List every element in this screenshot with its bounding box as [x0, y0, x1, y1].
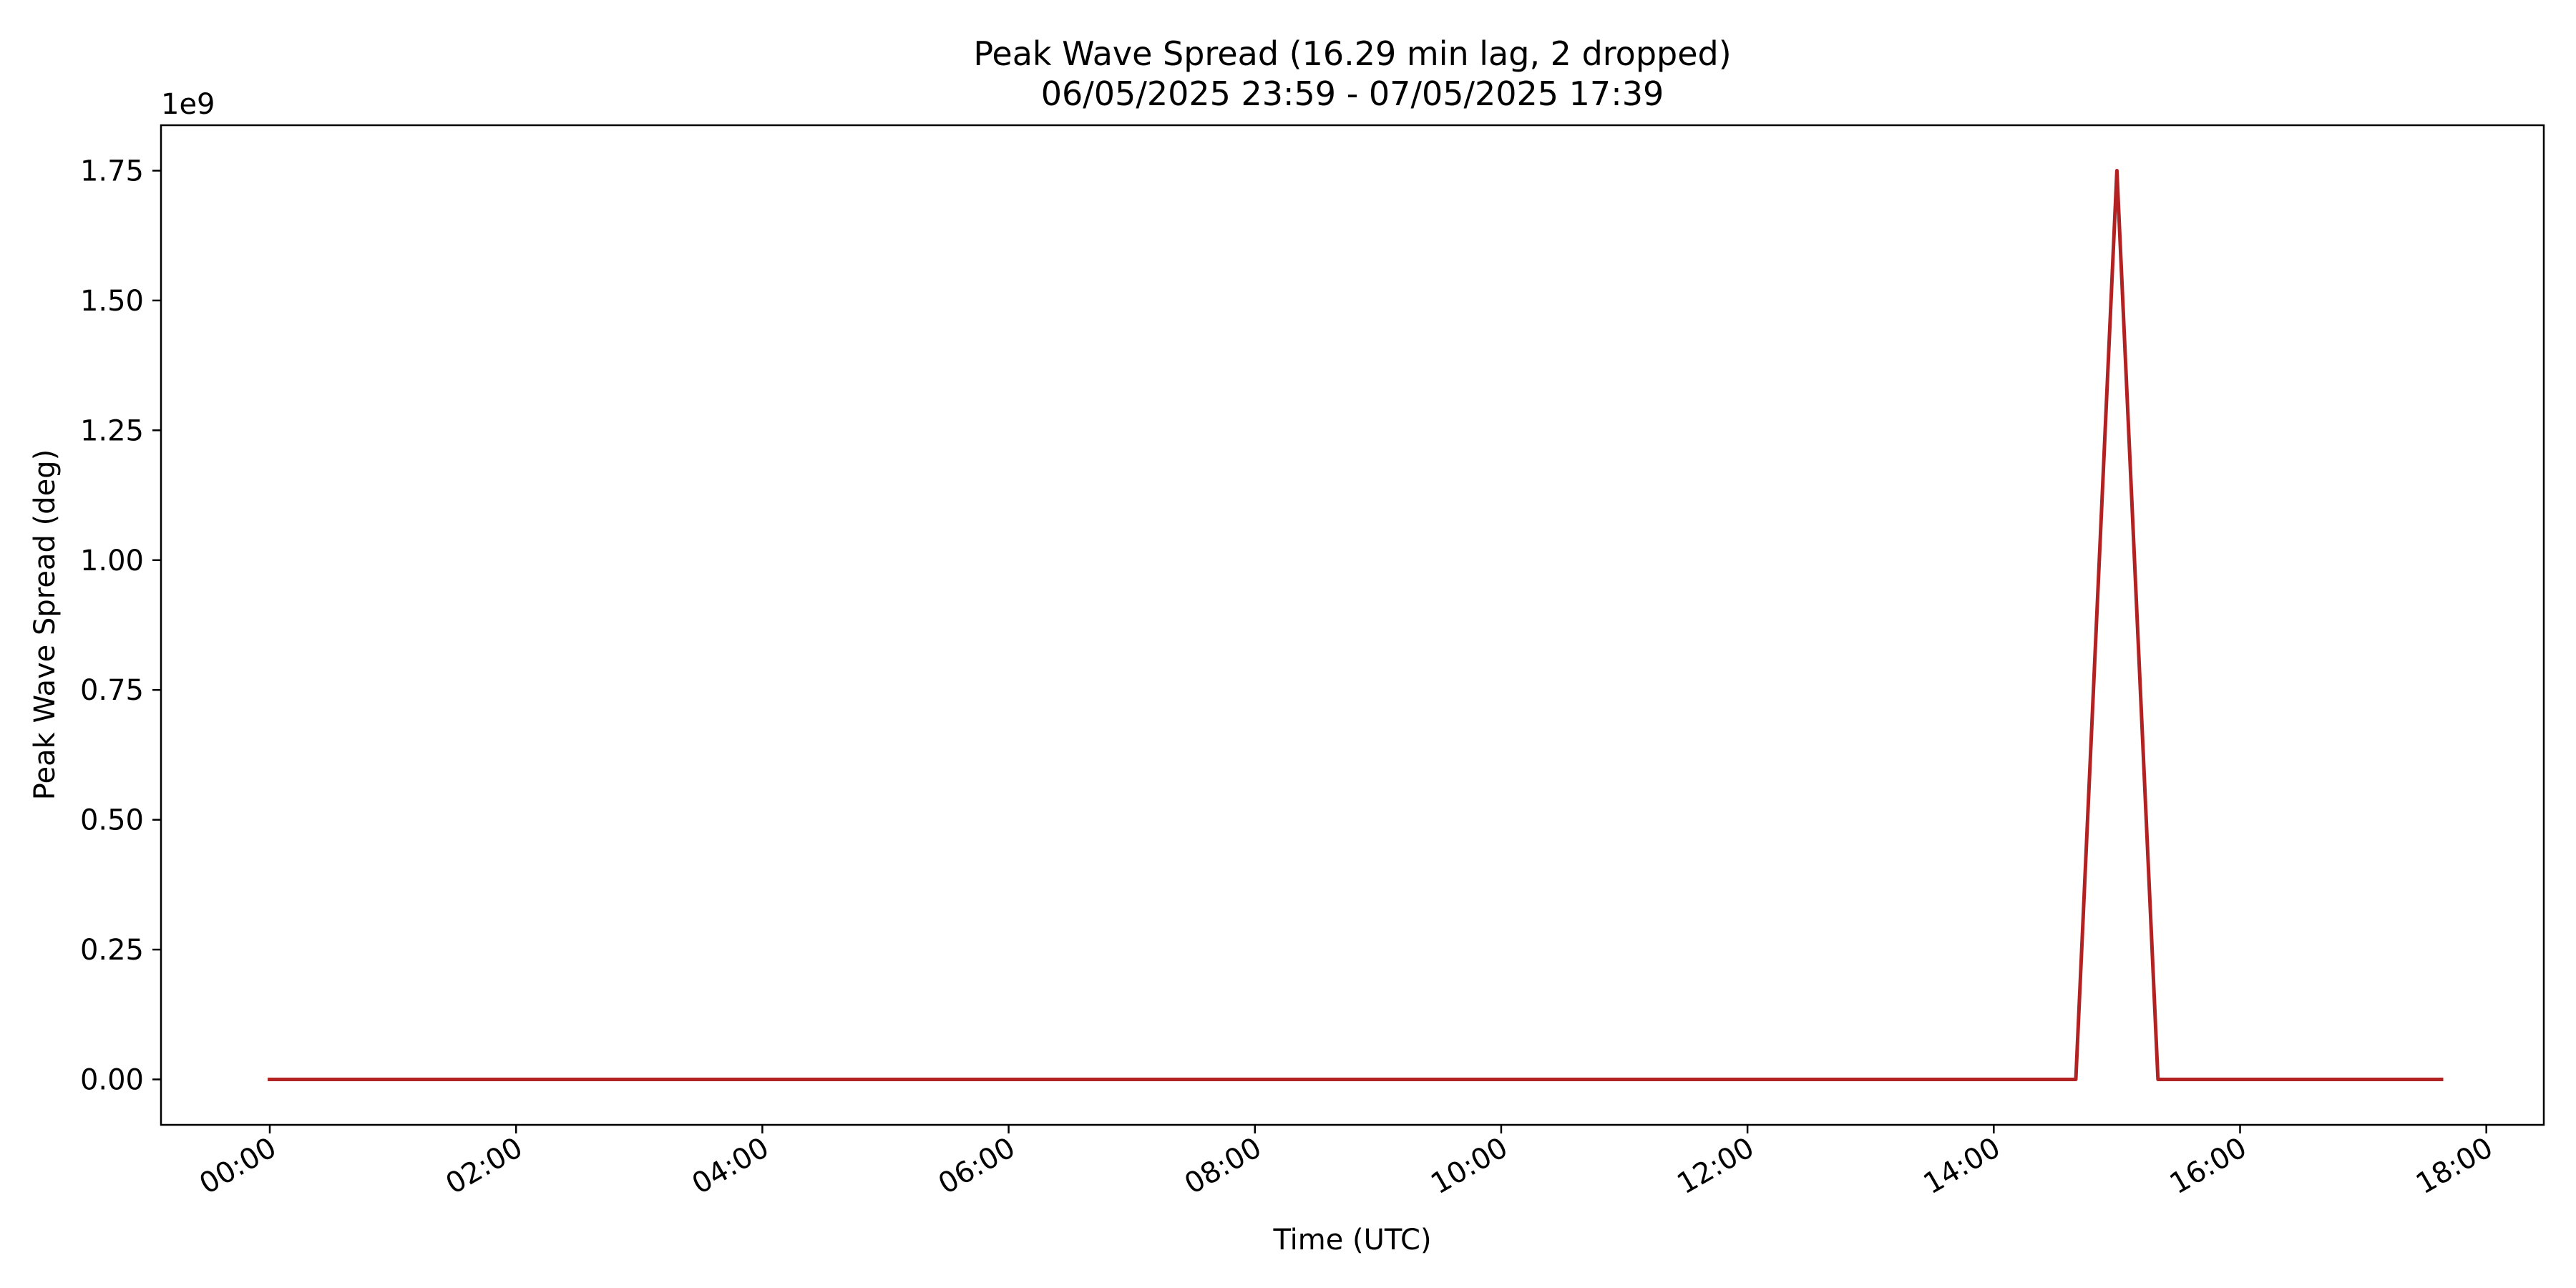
chart-title: Peak Wave Spread (16.29 min lag, 2 dropp… — [973, 34, 1731, 73]
y-tick-label: 0.25 — [80, 934, 144, 967]
x-axis-label: Time (UTC) — [1272, 1224, 1431, 1257]
y-axis-label: Peak Wave Spread (deg) — [29, 449, 62, 800]
y-tick-label: 1.50 — [80, 285, 144, 318]
y-tick-label: 1.00 — [80, 545, 144, 577]
y-tick-label: 0.00 — [80, 1064, 144, 1097]
axes-frame — [160, 124, 2545, 1126]
chart-subtitle: 06/05/2025 23:59 - 07/05/2025 17:39 — [1041, 74, 1664, 113]
y-axis-ticks: 0.00 0.25 0.50 0.75 1.00 1.25 1.50 1.75 — [80, 155, 161, 1097]
y-tick-label: 1.25 — [80, 414, 144, 447]
y-offset-label: 1e9 — [161, 88, 215, 121]
series-line — [268, 169, 2444, 1081]
y-tick-label: 0.50 — [80, 804, 144, 837]
y-tick-label: 0.75 — [80, 674, 144, 707]
y-tick-label: 1.75 — [80, 155, 144, 188]
